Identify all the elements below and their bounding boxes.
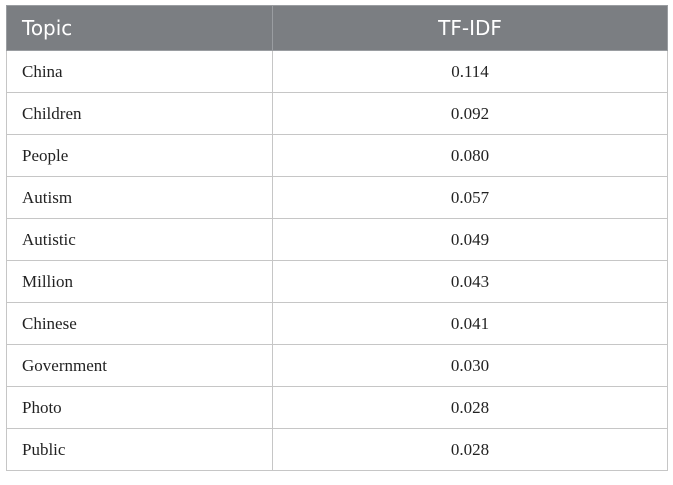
tfidf-cell: 0.114: [272, 50, 668, 93]
table-row: Government 0.030: [6, 344, 668, 387]
topic-cell: Autism: [6, 176, 273, 219]
table-row: Autistic 0.049: [6, 218, 668, 261]
topic-cell: Photo: [6, 386, 273, 429]
table-row: Chinese 0.041: [6, 302, 668, 345]
table-row: Children 0.092: [6, 92, 668, 135]
table-row: Autism 0.057: [6, 176, 668, 219]
tfidf-cell: 0.041: [272, 302, 668, 345]
topic-cell: Public: [6, 428, 273, 471]
tfidf-cell: 0.057: [272, 176, 668, 219]
tfidf-cell: 0.028: [272, 428, 668, 471]
tfidf-table: Topic TF-IDF China 0.114 Children 0.092 …: [6, 5, 668, 471]
column-header-topic: Topic: [6, 5, 273, 51]
tfidf-cell: 0.049: [272, 218, 668, 261]
topic-cell: Government: [6, 344, 273, 387]
tfidf-table-container: Topic TF-IDF China 0.114 Children 0.092 …: [6, 5, 668, 479]
table-row: People 0.080: [6, 134, 668, 177]
table-header-row: Topic TF-IDF: [6, 5, 668, 51]
topic-cell: Million: [6, 260, 273, 303]
tfidf-cell: 0.028: [272, 386, 668, 429]
topic-cell: China: [6, 50, 273, 93]
table-row: China 0.114: [6, 50, 668, 93]
tfidf-cell: 0.043: [272, 260, 668, 303]
topic-cell: Autistic: [6, 218, 273, 261]
table-row: Public 0.028: [6, 428, 668, 471]
topic-cell: People: [6, 134, 273, 177]
table-row: Photo 0.028: [6, 386, 668, 429]
tfidf-cell: 0.092: [272, 92, 668, 135]
table-row: Million 0.043: [6, 260, 668, 303]
topic-cell: Children: [6, 92, 273, 135]
tfidf-cell: 0.080: [272, 134, 668, 177]
column-header-tfidf: TF-IDF: [272, 5, 668, 51]
tfidf-cell: 0.030: [272, 344, 668, 387]
topic-cell: Chinese: [6, 302, 273, 345]
